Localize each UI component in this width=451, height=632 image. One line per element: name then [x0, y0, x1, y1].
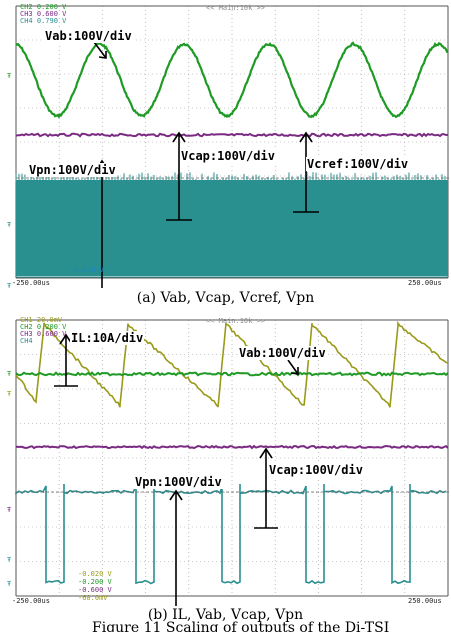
voltage-readout: -0.010 V [70, 266, 104, 274]
voltage-readouts: -0.020 V -0.200 V -0.600 V -60.0mV [78, 570, 112, 602]
vcap-trace [16, 446, 448, 448]
vcap-annotation: Vcap:100V/div [180, 149, 276, 163]
vpn-trace [16, 484, 446, 584]
ch4-scale: CH4 [20, 338, 66, 345]
channel-header: CH2 0.200 V CH3 0.600 V CH4 0.790 V [20, 4, 66, 25]
vab-annotation: Vab:100V/div [238, 346, 327, 360]
scope-a-plot: Ŧ Ŧ Ŧ [6, 0, 450, 288]
ch4-scale: CH4 0.790 V [20, 18, 66, 25]
svg-text:Ŧ: Ŧ [7, 221, 12, 229]
caption-a: (a) Vab, Vcap, Vcref, Vpn [0, 290, 451, 306]
vcap-annotation: Vcap:100V/div [268, 463, 364, 477]
time-left-label: -250.00us [12, 597, 50, 605]
channel-header: CH1 20.0mV CH2 0.200 V CH3 0.600 V CH4 [20, 317, 66, 345]
scope-b-plot: Ŧ Ŧ Ŧ Ŧ Ŧ [6, 314, 450, 606]
vab-annotation: Vab:100V/div [44, 29, 133, 43]
svg-text:Ŧ: Ŧ [7, 556, 12, 564]
vab-trace [16, 373, 448, 376]
time-right-label: 250.00us [408, 279, 442, 287]
vpn-annotation: Vpn:100V/div [28, 163, 117, 177]
time-left-label: -250.00us [12, 279, 50, 287]
svg-text:Ŧ: Ŧ [7, 390, 12, 398]
scope-panel-a: Ŧ Ŧ Ŧ CH2 0.200 V CH3 0.600 V CH4 0.790 … [6, 0, 450, 288]
readout-ch4: -60.0mV [78, 594, 112, 602]
svg-text:Ŧ: Ŧ [7, 580, 12, 588]
timebase-title: << Main:10k >> [206, 317, 265, 325]
readout-ch3: -0.600 V [78, 586, 112, 594]
readout-ch1: -0.020 V [78, 570, 112, 578]
figure-caption-text: Figure 11 Scaling of outputs of the Di-T… [92, 620, 389, 632]
svg-text:Ŧ: Ŧ [7, 72, 12, 80]
vpn-trace [16, 172, 448, 277]
channel-markers: Ŧ Ŧ Ŧ [7, 72, 12, 288]
svg-text:Ŧ: Ŧ [7, 506, 12, 514]
il-annotation: IL:10A/div [70, 331, 144, 345]
grid [16, 320, 448, 596]
figure-caption-partial: Figure 11 Scaling of outputs of the Di-T… [0, 620, 451, 632]
vpn-band [16, 180, 448, 276]
scope-panel-b: Ŧ Ŧ Ŧ Ŧ Ŧ CH1 20.0mV CH2 0.200 V CH3 0.6… [6, 314, 450, 606]
time-right-label: 250.00us [408, 597, 442, 605]
svg-text:Ŧ: Ŧ [7, 370, 12, 378]
channel-markers: Ŧ Ŧ Ŧ Ŧ Ŧ [7, 370, 12, 588]
readout-ch2: -0.200 V [78, 578, 112, 586]
vcref-annotation: Vcref:100V/div [306, 157, 409, 171]
timebase-title: << Main:10k >> [206, 4, 265, 12]
vcap-trace [16, 134, 448, 136]
vpn-annotation: Vpn:100V/div [134, 475, 223, 489]
